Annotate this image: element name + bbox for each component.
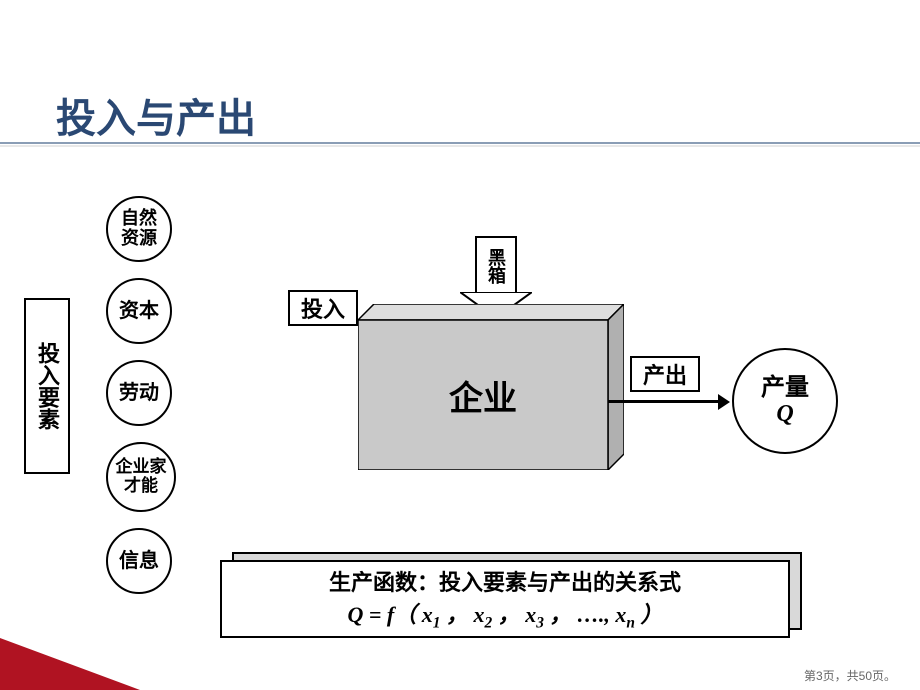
blackbox-arrow-body: 黑箱 (475, 236, 517, 294)
firm-box: 企业 (358, 304, 624, 475)
firm-label: 企业 (358, 320, 608, 470)
input-label-box: 投入 (288, 290, 358, 326)
factor-circle: 自然 资源 (106, 196, 172, 262)
output-circle: 产量 Q (732, 348, 838, 454)
output-arrow (608, 400, 720, 403)
function-line2: Q = f（ x1 ， x2 ， x3 ， …., xn ） (348, 597, 663, 632)
factor-circle: 企业家 才能 (106, 442, 176, 512)
corner-decoration (0, 638, 140, 690)
title-underline (0, 142, 920, 144)
output-circle-text: 产量 Q (761, 375, 809, 428)
factor-circle: 劳动 (106, 360, 172, 426)
input-factors-label: 投入要素 (31, 342, 63, 430)
footer-topic: 生产理论和成本理论 (582, 645, 690, 662)
footer-pager: 第3页，共50页。 (804, 667, 896, 684)
slide-title: 投入与产出 (56, 86, 256, 144)
output-label: 产出 (643, 358, 687, 390)
factor-circle: 信息 (106, 528, 172, 594)
output-circle-q: Q (761, 401, 809, 427)
output-label-box: 产出 (630, 356, 700, 392)
input-factors-label-box: 投入要素 (24, 298, 70, 474)
factor-circle: 资本 (106, 278, 172, 344)
function-line1: 生产函数：投入要素与产出的关系式 (329, 565, 681, 597)
input-label: 投入 (301, 292, 345, 324)
slide: 投入与产出 投入要素 自然 资源资本劳动企业家 才能信息 投入 黑箱 企业 产出… (0, 0, 920, 690)
blackbox-label: 黑箱 (483, 248, 509, 284)
function-box: 生产函数：投入要素与产出的关系式 Q = f（ x1 ， x2 ， x3 ， …… (220, 560, 790, 638)
output-circle-label: 产量 (761, 375, 809, 401)
